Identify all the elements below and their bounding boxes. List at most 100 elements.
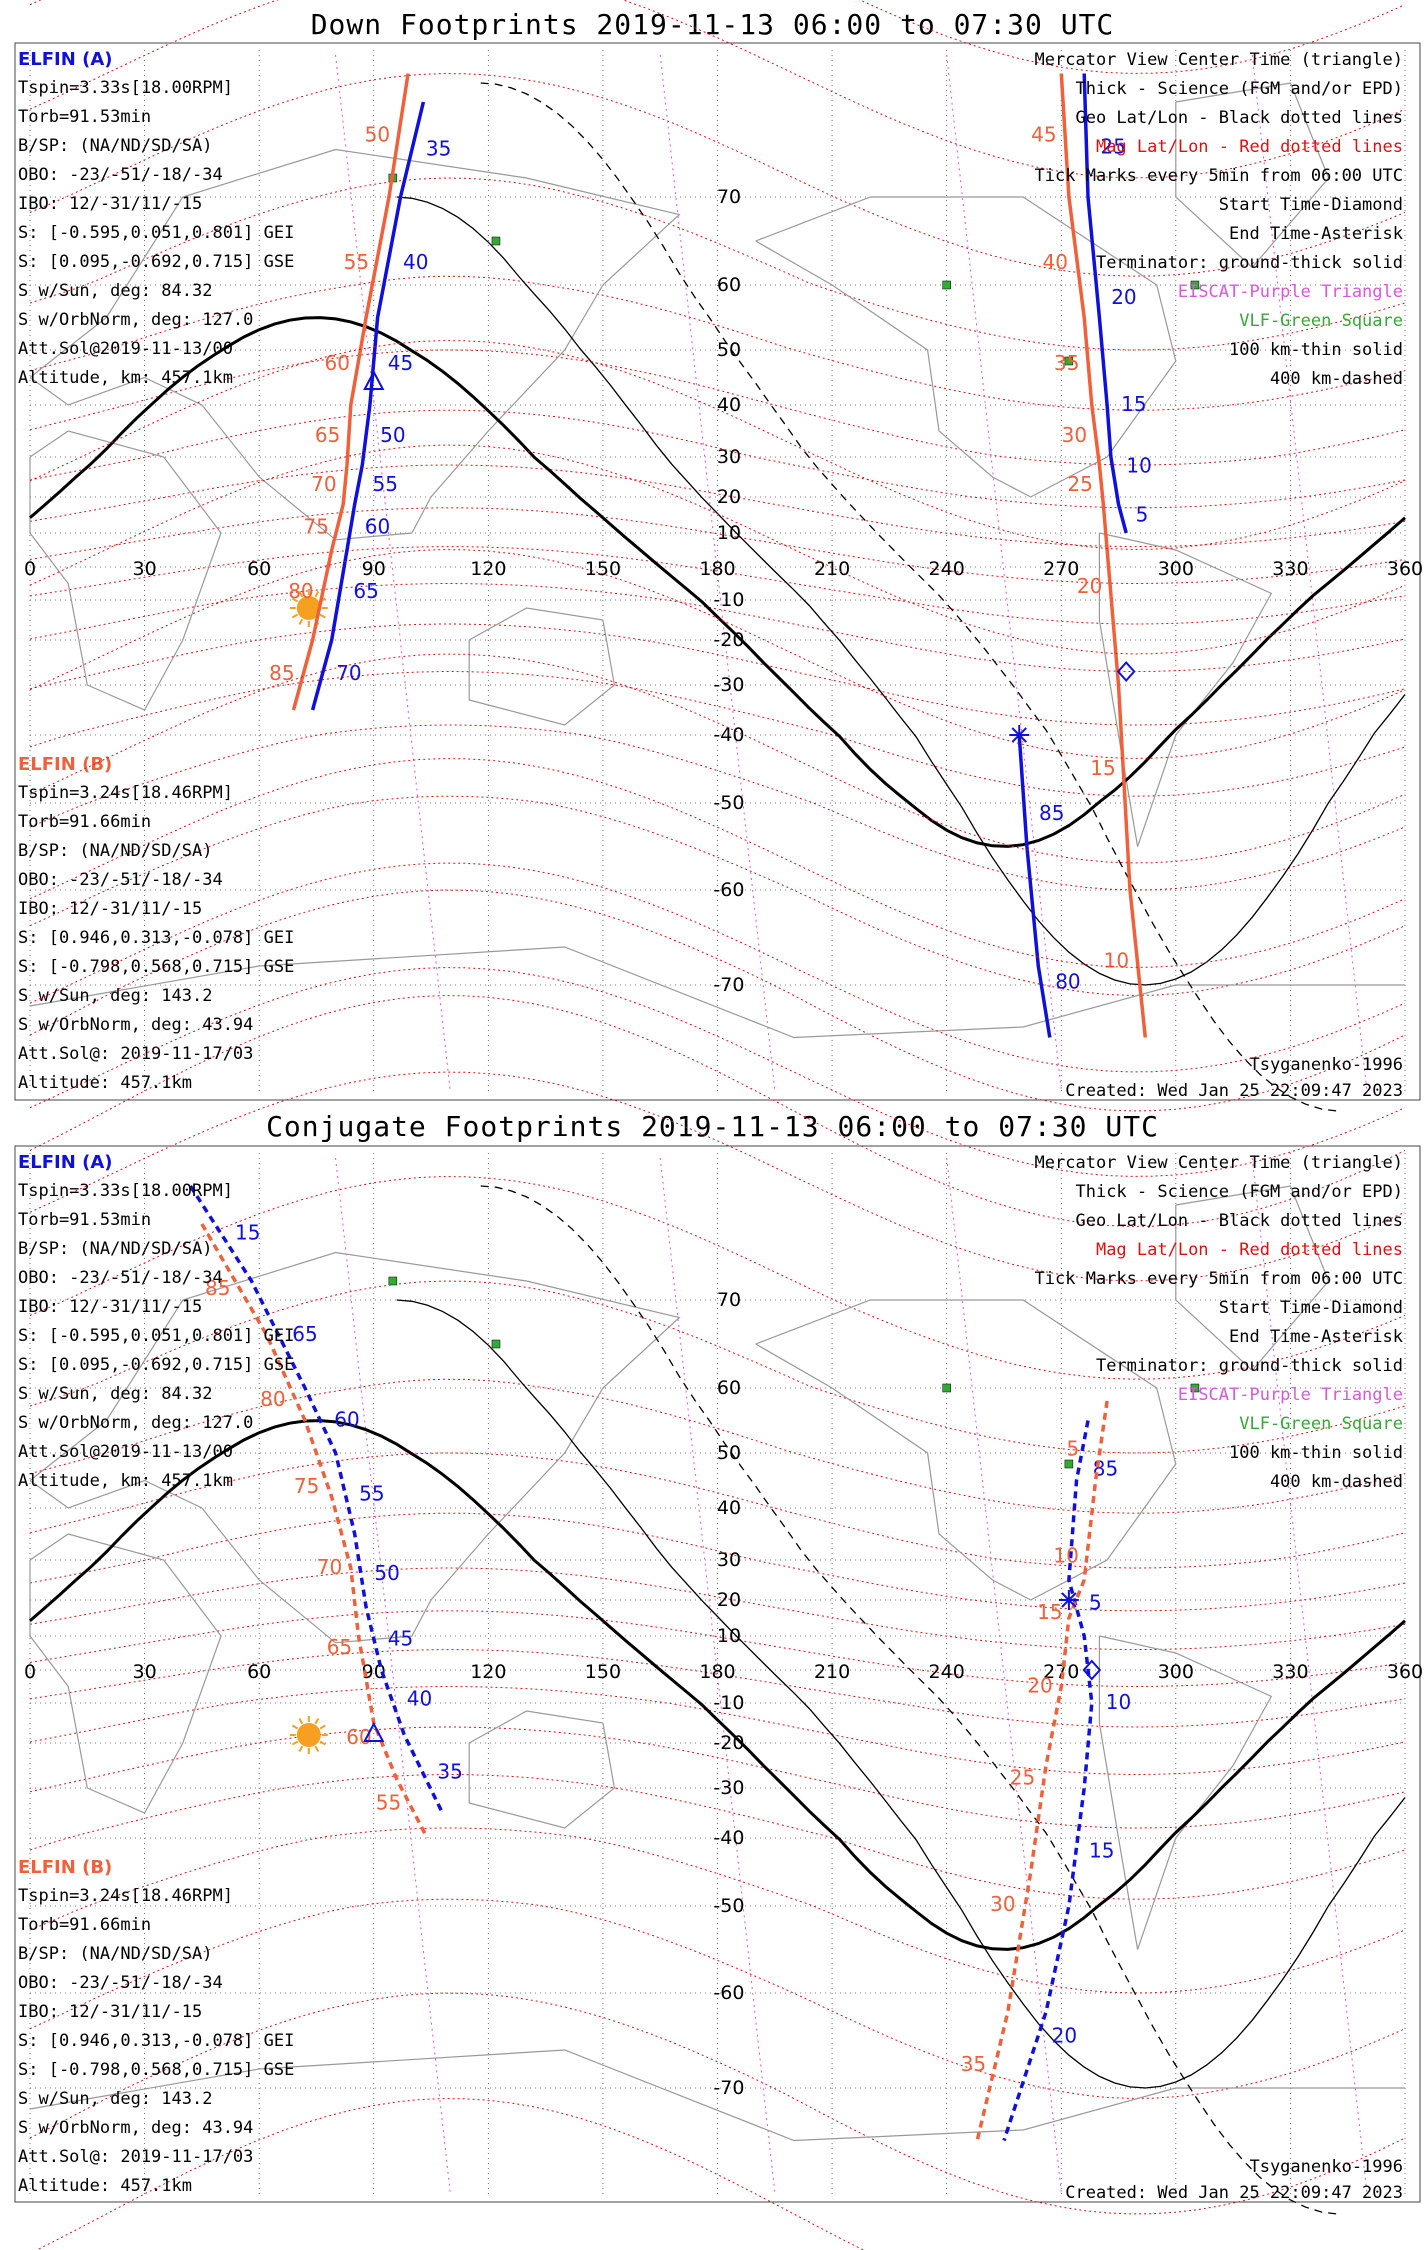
legend-entry: Mercator View Center Time (triangle) (1035, 1153, 1403, 1173)
track-time-label: 35 (961, 2052, 986, 2076)
terminator-400km (480, 82, 1337, 1112)
sun-ray (291, 597, 299, 603)
x-tick-label: 0 (24, 558, 36, 580)
y-tick-label: -10 (713, 1692, 744, 1714)
legend-entry: 400 km-dashed (1270, 369, 1403, 389)
track-time-label: 80 (1055, 970, 1080, 994)
mag-latitude-line (29, 1992, 1406, 2215)
elfin-a-line: Att.Sol@2019-11-13/00 (18, 339, 233, 359)
sun-ray (314, 1745, 320, 1752)
track-time-label: 85 (1039, 801, 1064, 825)
series-elfin-a: 85 80 (1017, 734, 1081, 1038)
mag-latitude-line (29, 724, 1406, 891)
track-time-label: 35 (1054, 351, 1079, 375)
model-label: Tsyganenko-1996 (1249, 1055, 1403, 1075)
track-time-label: 10 (1104, 948, 1129, 972)
y-tick-label: 60 (717, 1377, 741, 1399)
track-time-label: 70 (336, 661, 361, 685)
y-tick-label: 70 (717, 1289, 741, 1311)
track-time-label: 55 (373, 472, 398, 496)
mag-latitude-line (29, 670, 1406, 797)
track-time-label: 60 (325, 351, 350, 375)
mag-latitude-line (29, 1827, 1406, 1994)
elfin-a-line: B/SP: (NA/ND/SD/SA) (18, 1239, 212, 1259)
mag-latitude-line (29, 1512, 1406, 1612)
mag-grid (29, 0, 1406, 1227)
track-time-label: 5 (1089, 1591, 1102, 1615)
mag-latitude-line (29, 444, 1406, 655)
track-time-label: 10 (1106, 1690, 1131, 1714)
mag-latitude-line (29, 758, 1406, 968)
elfin-b-title: ELFIN (B) (18, 754, 112, 775)
landmass (1175, 1185, 1330, 1372)
elfin-a-line: S: [0.095,-0.692,0.715] GSE (18, 1355, 294, 1375)
track-time-label: 5 (1136, 503, 1149, 527)
mag-latitude-line (29, 862, 1406, 1073)
elfin-b-line: B/SP: (NA/ND/SD/SA) (18, 1944, 212, 1964)
x-tick-label: 210 (814, 1661, 850, 1683)
panel-2-title: Conjugate Footprints 2019-11-13 06:00 to… (266, 1110, 1159, 1143)
end-asterisk (1061, 1592, 1077, 1608)
track-time-label: 65 (327, 1635, 352, 1659)
landmass (468, 1710, 616, 1829)
geo-grid (29, 50, 1406, 1095)
track-time-label: 15 (1037, 1600, 1062, 1624)
track-time-label: 35 (426, 137, 451, 161)
mag-latitude-line (29, 340, 1406, 550)
x-tick-label: 360 (1387, 1661, 1423, 1683)
track-time-label: 85 (269, 661, 294, 685)
y-tick-label: -20 (713, 1732, 744, 1754)
vlf-station-marker (942, 280, 951, 290)
series-elfin-b: 50 55 60 65 70 75 80 85 (269, 73, 410, 711)
elfin-b-line: S w/OrbNorm, deg: 43.94 (18, 2118, 253, 2138)
y-tick-label: -20 (713, 629, 744, 651)
elfin-b-line: Torb=91.66min (18, 1915, 151, 1935)
y-tick-label: 40 (717, 394, 741, 416)
elfin-b-info: ELFIN (B) Tspin=3.24s[18.46RPM] Torb=91.66… (18, 1857, 294, 2196)
track-time-label: 20 (1077, 574, 1102, 598)
track-time-label: 15 (1090, 756, 1115, 780)
legend-entry: 100 km-thin solid (1229, 340, 1403, 360)
track-time-label: 65 (292, 1322, 317, 1346)
elfin-a-line: S: [0.095,-0.692,0.715] GSE (18, 252, 294, 272)
landmass (1098, 1635, 1273, 1950)
mag-latitude-line (35, 2098, 865, 2250)
sun-ray (314, 1718, 320, 1725)
elfin-a-line: Att.Sol@2019-11-13/00 (18, 1442, 233, 1462)
elfin-b-line: OBO: -23/-51/-18/-34 (18, 1973, 223, 1993)
elfin-a-info: ELFIN (A) Tspin=3.33s[18.00RPM] Torb=91.53… (18, 1152, 294, 1491)
y-tick-label: 10 (717, 522, 741, 544)
panel-1: 0 30 60 90 120 150 180 210 240 270 300 330 360706050… (14, 0, 1423, 1227)
x-tick-label: 270 (1043, 1661, 1079, 1683)
terminator-100km (396, 196, 1406, 986)
x-tick-label: 90 (362, 558, 386, 580)
elfin-b-line: Att.Sol@: 2019-11-17/03 (18, 1044, 253, 1064)
mag-meridian (335, 54, 451, 1091)
elfin-b-line: B/SP: (NA/ND/SD/SA) (18, 841, 212, 861)
track-time-label: 65 (315, 423, 340, 447)
y-tick-label: -10 (713, 589, 744, 611)
track-time-label: 80 (288, 579, 313, 603)
y-tick-label: 20 (717, 486, 741, 508)
panel-frame (14, 42, 1421, 1101)
center-triangle (363, 369, 385, 390)
elfin-b-line: Altitude: 457.1km (18, 1073, 192, 1093)
terminator-ground (29, 316, 1406, 848)
elfin-b-line: S: [0.946,0.313,-0.078] GEI (18, 928, 294, 948)
time-markers (363, 1590, 1102, 1742)
track-time-label: 15 (1089, 1839, 1114, 1863)
track-time-label: 20 (1052, 2024, 1077, 2048)
legend-entry: VLF-Green Square (1239, 1414, 1403, 1434)
elfin-b-line: Att.Sol@: 2019-11-17/03 (18, 2147, 253, 2167)
x-tick-label: 150 (585, 558, 621, 580)
mag-latitude-line (29, 349, 1406, 466)
series-elfin-b: 85 80 75 70 65 60 55 (200, 1223, 429, 1839)
track-time-label: 25 (1010, 1765, 1035, 1789)
elfin-b-line: S: [0.946,0.313,-0.078] GEI (18, 2031, 294, 2051)
legend-entry: Mag Lat/Lon - Red dotted lines (1096, 137, 1403, 157)
legend-entry: Thick - Science (FGM and/or EPD) (1075, 79, 1403, 99)
sun-ray (319, 1740, 326, 1746)
start-diamond (1116, 660, 1136, 683)
track-time-label: 25 (1067, 472, 1092, 496)
landmass (755, 1299, 1177, 1601)
